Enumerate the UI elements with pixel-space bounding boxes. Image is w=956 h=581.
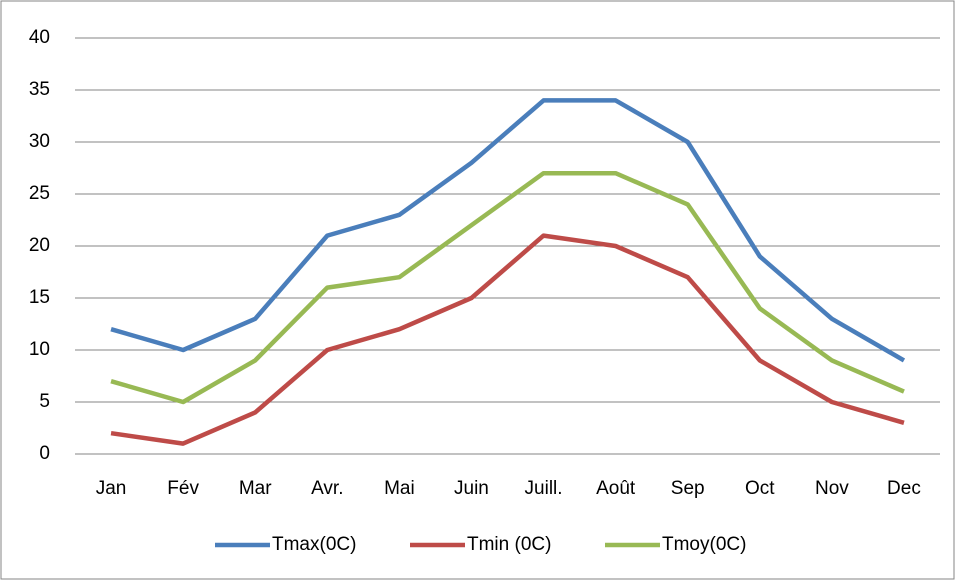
y-tick-label: 0 xyxy=(39,443,50,464)
y-tick-label: 30 xyxy=(29,131,50,152)
x-tick-label: Mai xyxy=(384,478,415,499)
y-tick-label: 40 xyxy=(29,27,50,48)
y-tick-label: 15 xyxy=(29,287,50,308)
x-tick-label: Juin xyxy=(454,478,489,499)
x-tick-label: Juill. xyxy=(525,478,563,499)
x-tick-label: Fév xyxy=(167,478,199,499)
x-tick-label: Août xyxy=(596,478,636,499)
x-tick-label: Nov xyxy=(815,478,849,499)
y-tick-label: 35 xyxy=(29,79,50,100)
x-tick-label: Sep xyxy=(671,478,705,499)
x-tick-label: Jan xyxy=(96,478,127,499)
y-tick-label: 5 xyxy=(39,391,50,412)
x-tick-label: Dec xyxy=(887,478,921,499)
series-line xyxy=(110,233,905,446)
y-tick-label: 20 xyxy=(29,235,50,256)
series-line xyxy=(110,170,905,405)
y-tick-label: 25 xyxy=(29,183,50,204)
legend-label: Tmoy(0C) xyxy=(662,534,746,555)
x-tick-label: Mar xyxy=(239,478,272,499)
legend-label: Tmin (0C) xyxy=(467,534,551,555)
x-tick-label: Avr. xyxy=(311,478,343,499)
legend-label: Tmax(0C) xyxy=(272,534,356,555)
series-line xyxy=(110,98,906,363)
x-tick-label: Oct xyxy=(745,478,775,499)
y-tick-label: 10 xyxy=(29,339,50,360)
